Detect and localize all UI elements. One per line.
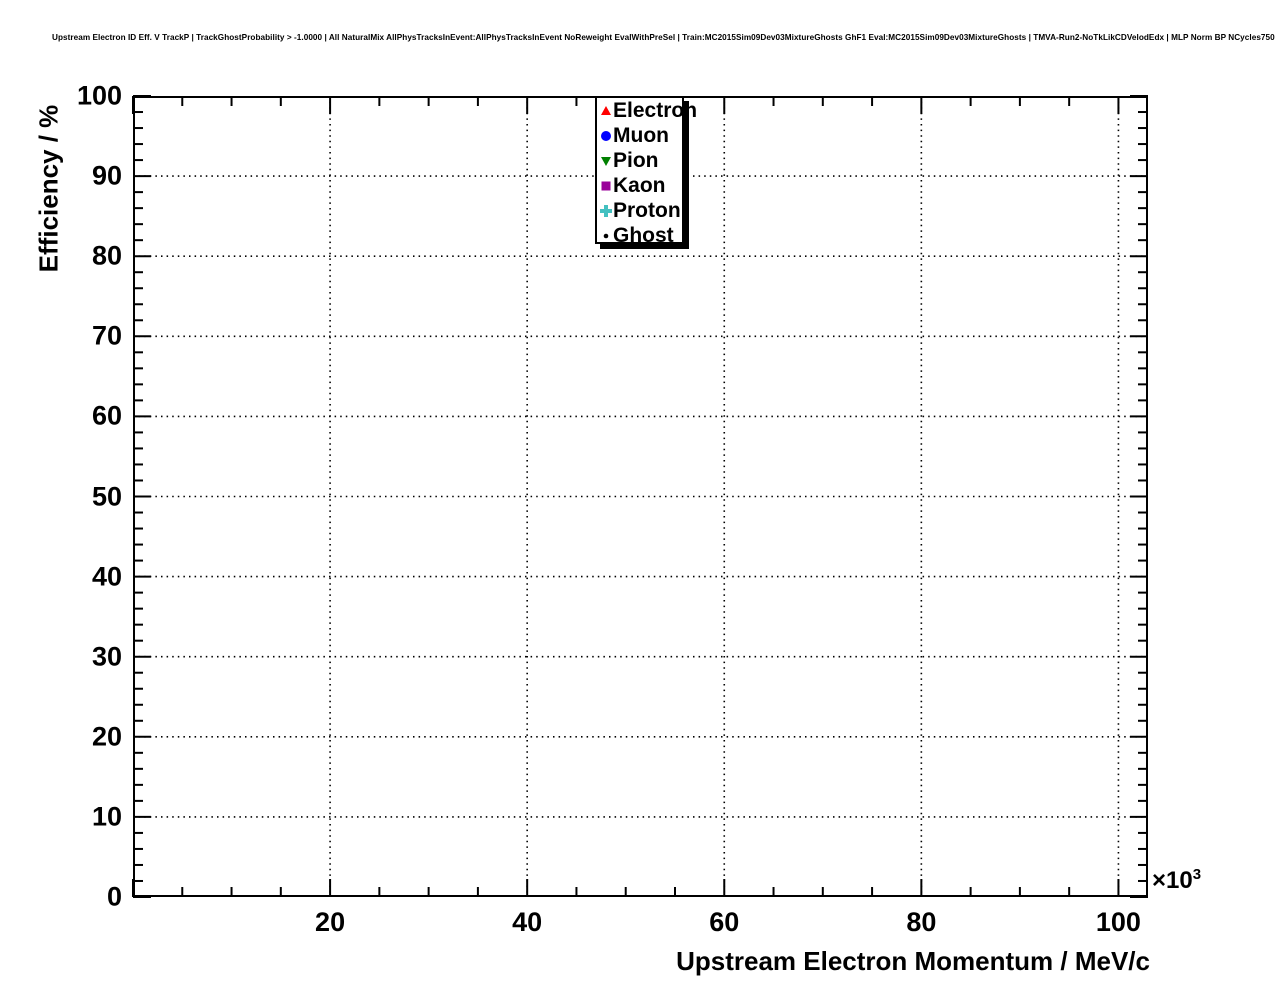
y-tick-label: 90: [91, 160, 122, 191]
legend-entry[interactable]: Ghost: [597, 223, 682, 248]
circle-marker: [598, 125, 614, 147]
legend-entry[interactable]: Pion: [597, 148, 682, 173]
square-marker: [598, 175, 614, 197]
x-tick-label: 100: [1095, 907, 1141, 937]
legend-entry[interactable]: Kaon: [597, 173, 682, 198]
legend-entry-label: Electron: [613, 99, 698, 122]
legend-entry-label: Proton: [613, 199, 681, 222]
y-tick-label: 60: [91, 400, 122, 431]
x-axis-exponent-base: ×10: [1152, 867, 1193, 894]
legend-entry[interactable]: Proton: [597, 198, 682, 223]
y-tick-label: 40: [91, 561, 122, 592]
y-tick-label: 10: [91, 801, 122, 832]
legend-entry[interactable]: Electron: [597, 98, 697, 123]
legend-entry[interactable]: Muon: [597, 123, 682, 148]
legend-entry-label: Ghost: [613, 224, 674, 247]
cross-marker: [598, 200, 614, 222]
y-tick-label: 50: [91, 481, 122, 511]
y-tick-label: 70: [91, 320, 122, 351]
y-tick-label: 80: [91, 240, 122, 271]
legend-box: Electron Muon Pion Kaon Proton Ghost: [595, 96, 697, 246]
x-axis-exponent-power: 3: [1192, 866, 1202, 883]
pad-title: Upstream Electron ID Eff. V TrackP | Tra…: [52, 33, 1276, 42]
legend-entry-label: Muon: [613, 124, 669, 147]
y-axis-title: Efficiency / %: [33, 104, 64, 273]
y-tick-label: 20: [91, 721, 122, 752]
y-tick-label: 30: [91, 641, 122, 672]
legend-entry-label: Pion: [613, 149, 659, 172]
x-tick-label: 60: [709, 907, 740, 937]
x-axis-exponent: ×103: [1152, 866, 1201, 895]
x-tick-label: 80: [906, 907, 937, 937]
legend-entry-label: Kaon: [613, 174, 666, 197]
x-tick-label: 20: [315, 907, 346, 937]
y-tick-label: 0: [106, 881, 122, 912]
x-axis-title: Upstream Electron Momentum / MeV/c: [676, 946, 1150, 976]
x-tick-label: 40: [512, 907, 543, 937]
triangle-down-marker: [598, 150, 614, 172]
triangle-up-marker: [598, 100, 614, 122]
dot-marker: [598, 225, 614, 247]
y-tick-label: 100: [76, 80, 122, 111]
